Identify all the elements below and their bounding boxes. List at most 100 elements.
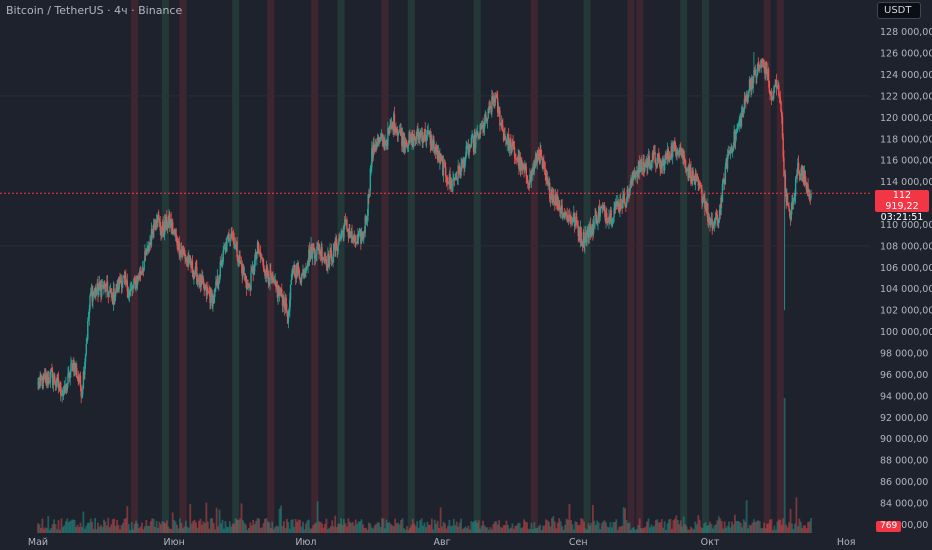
candle-body bbox=[379, 137, 381, 139]
candle-body bbox=[584, 239, 586, 247]
candle-body bbox=[141, 271, 143, 273]
candle-body bbox=[177, 245, 179, 251]
candle-body bbox=[472, 136, 474, 138]
candle-body bbox=[573, 212, 575, 218]
candle-body bbox=[663, 160, 665, 171]
volume-bar bbox=[38, 524, 41, 533]
candle-body bbox=[278, 287, 280, 296]
volume-bar bbox=[287, 522, 290, 533]
volume-bar bbox=[53, 519, 56, 533]
candle-body bbox=[582, 232, 585, 248]
candle-body bbox=[318, 246, 320, 254]
candle-body bbox=[639, 166, 642, 173]
candle-body bbox=[130, 287, 133, 289]
candle-body bbox=[185, 258, 188, 261]
volume-bar bbox=[291, 519, 294, 533]
candle-body bbox=[509, 139, 511, 141]
candle-body bbox=[335, 239, 338, 250]
candle-body bbox=[136, 280, 138, 286]
volume-bar bbox=[703, 523, 706, 533]
volume-bar bbox=[753, 519, 755, 533]
volume-bar bbox=[719, 518, 722, 533]
candle-body bbox=[84, 354, 87, 363]
volume-bar bbox=[397, 522, 400, 533]
volume-bar bbox=[249, 522, 252, 533]
candle-body bbox=[593, 222, 596, 223]
volume-bar bbox=[319, 521, 322, 533]
candle-body bbox=[292, 269, 295, 273]
candle-body bbox=[274, 280, 276, 282]
candle-body bbox=[590, 229, 593, 237]
volume-bar bbox=[575, 521, 578, 533]
candle-body bbox=[494, 98, 496, 103]
candle-body bbox=[155, 223, 157, 227]
volume-bar bbox=[113, 518, 116, 533]
candle-body bbox=[669, 157, 671, 159]
candle-body bbox=[567, 220, 569, 222]
candle-body bbox=[64, 385, 66, 392]
volume-bar bbox=[747, 528, 749, 533]
candle-body bbox=[56, 377, 58, 386]
volume-bar bbox=[269, 527, 272, 533]
candle-body bbox=[561, 205, 563, 219]
price-tick-label: 104 000,00 bbox=[880, 284, 932, 295]
candle-body bbox=[156, 220, 159, 224]
candle-body bbox=[108, 291, 110, 298]
candle-body bbox=[232, 234, 234, 236]
volume-bar bbox=[641, 528, 644, 533]
candle-body bbox=[122, 276, 124, 283]
candle-body bbox=[391, 122, 394, 124]
candle-body bbox=[565, 212, 568, 215]
candle-body bbox=[684, 158, 686, 168]
volume-bar bbox=[646, 521, 648, 533]
volume-bar bbox=[281, 525, 284, 533]
candle-body bbox=[232, 234, 235, 238]
volume-bar bbox=[543, 525, 546, 533]
candle-body bbox=[273, 279, 275, 283]
candle-body bbox=[49, 382, 51, 384]
candle-body bbox=[303, 271, 306, 277]
candle-body bbox=[409, 132, 411, 140]
candle-body bbox=[609, 216, 611, 220]
candle-body bbox=[193, 272, 196, 275]
candle-body bbox=[122, 276, 125, 277]
candle-body bbox=[153, 224, 156, 226]
volume-bar bbox=[196, 527, 199, 533]
candle-body bbox=[427, 130, 429, 132]
volume-bar bbox=[157, 527, 159, 533]
candle-body bbox=[339, 237, 342, 239]
candle-body bbox=[115, 284, 118, 292]
volume-bar bbox=[438, 527, 441, 533]
candle-body bbox=[341, 230, 344, 232]
volume-bar bbox=[794, 523, 796, 533]
candle-body bbox=[253, 271, 255, 275]
volume-bar bbox=[307, 519, 310, 533]
volume-bar bbox=[578, 524, 581, 533]
volume-bar bbox=[728, 521, 730, 533]
candle-body bbox=[256, 253, 258, 259]
candle-body bbox=[312, 247, 314, 249]
volume-bar bbox=[340, 518, 342, 533]
candle-body bbox=[328, 258, 331, 267]
candle-body bbox=[364, 216, 366, 233]
candle-body bbox=[627, 188, 629, 194]
candle-body bbox=[67, 373, 69, 385]
candle-body bbox=[677, 151, 680, 153]
volume-bar bbox=[252, 519, 255, 533]
candle-body bbox=[525, 166, 527, 177]
currency-button[interactable]: USDT bbox=[877, 2, 921, 19]
candle-body bbox=[201, 276, 203, 282]
volume-bar bbox=[237, 520, 240, 533]
candle-body bbox=[286, 310, 288, 314]
candle-body bbox=[636, 170, 639, 178]
candle-body bbox=[426, 134, 428, 142]
candle-body bbox=[228, 234, 230, 241]
candle-body bbox=[564, 214, 566, 218]
candle-body bbox=[77, 378, 79, 381]
volume-bar bbox=[621, 525, 624, 533]
volume-bar bbox=[346, 526, 348, 533]
candle-body bbox=[238, 255, 241, 262]
candle-body bbox=[557, 196, 559, 210]
candle-body bbox=[333, 243, 336, 245]
